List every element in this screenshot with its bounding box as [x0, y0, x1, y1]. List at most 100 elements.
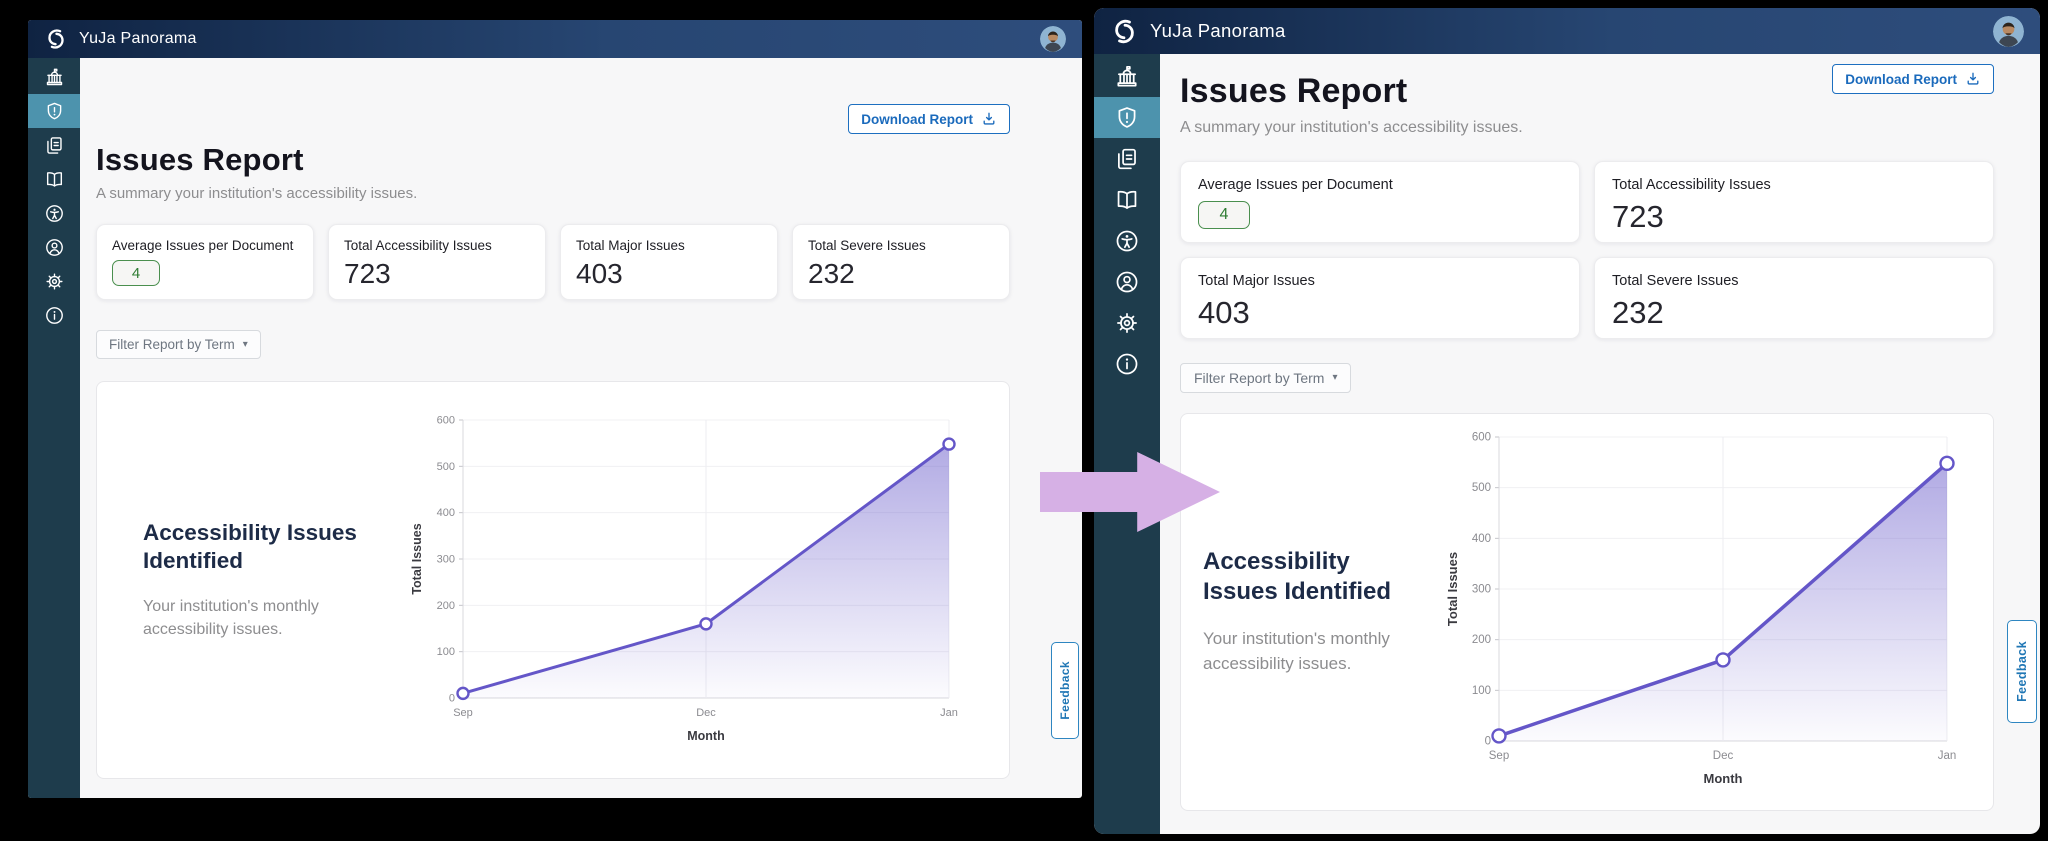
accessibility-icon — [44, 203, 65, 224]
account-icon — [1114, 269, 1140, 295]
download-report-label: Download Report — [1845, 71, 1957, 87]
feedback-tab[interactable]: Feedback — [2007, 620, 2037, 723]
sidebar-item-courses-book[interactable] — [1094, 179, 1160, 220]
documents-icon — [44, 135, 65, 156]
panel-body: Download Report Issues Report A summary … — [1094, 54, 2040, 834]
chart-card: Accessibility Issues Identified Your ins… — [1180, 413, 1994, 811]
sidebar-item-institution[interactable] — [28, 60, 80, 94]
chart-description: Your institution's monthly accessibility… — [1203, 629, 1390, 673]
stat-card: Total Major Issues 403 — [1180, 257, 1580, 339]
svg-text:Jan: Jan — [1938, 750, 1957, 762]
svg-text:0: 0 — [449, 693, 455, 705]
filter-report-button[interactable]: Filter Report by Term ▾ — [1180, 363, 1352, 393]
sidebar-item-courses-book[interactable] — [28, 162, 80, 196]
app-header: YuJa Panorama — [1094, 8, 2040, 54]
svg-text:300: 300 — [1472, 584, 1491, 596]
filter-report-button[interactable]: Filter Report by Term ▾ — [96, 330, 261, 359]
svg-text:Dec: Dec — [696, 707, 716, 719]
svg-text:Sep: Sep — [453, 707, 473, 719]
issues-shield-icon — [1114, 105, 1140, 131]
app-window: YuJa Panorama Download Report — [28, 20, 1082, 798]
sidebar-item-accessibility[interactable] — [28, 196, 80, 230]
page-subtitle: A summary your institution's accessibili… — [96, 185, 418, 202]
sidebar-item-info[interactable] — [28, 298, 80, 332]
svg-text:Sep: Sep — [1489, 750, 1509, 762]
sidebar-item-info[interactable] — [1094, 343, 1160, 384]
stat-value: 723 — [344, 258, 391, 289]
main-content: Download Report Issues Report A summary … — [80, 58, 1082, 798]
sidebar-item-account[interactable] — [28, 230, 80, 264]
feedback-label: Feedback — [2015, 641, 2029, 702]
sidebar-item-accessibility[interactable] — [1094, 220, 1160, 261]
stat-label: Average Issues per Document — [112, 238, 294, 253]
info-icon — [1114, 351, 1140, 377]
stat-label: Average Issues per Document — [1198, 177, 1393, 193]
svg-text:Dec: Dec — [1713, 750, 1734, 762]
stat-value: 403 — [1198, 295, 1250, 330]
documents-icon — [1114, 146, 1140, 172]
sidebar-item-issues-shield[interactable] — [28, 94, 80, 128]
stat-card: Total Severe Issues 232 — [1594, 257, 1994, 339]
svg-text:400: 400 — [437, 507, 455, 519]
page-title: Issues Report — [96, 142, 304, 177]
issues-shield-icon — [44, 101, 65, 122]
stat-label: Total Major Issues — [576, 238, 685, 253]
user-avatar[interactable] — [1993, 15, 2024, 47]
account-icon — [44, 237, 65, 258]
chart-heading: Accessibility Issues Identified — [143, 519, 357, 573]
main-content: Download Report Issues Report A summary … — [1160, 54, 2040, 834]
settings-icon — [1114, 310, 1140, 336]
chart-description: Your institution's monthly accessibility… — [143, 597, 319, 639]
sidebar-item-settings[interactable] — [1094, 302, 1160, 343]
institution-icon — [44, 67, 65, 88]
svg-text:300: 300 — [437, 554, 455, 566]
stat-label: Total Accessibility Issues — [344, 238, 492, 253]
chevron-down-icon: ▾ — [1332, 372, 1338, 383]
stat-card: Total Major Issues 403 — [560, 224, 778, 300]
app-header: YuJa Panorama — [28, 20, 1082, 58]
stat-card: Total Accessibility Issues 723 — [1594, 161, 1994, 243]
chart-text-block: Accessibility Issues Identified Your ins… — [97, 519, 365, 642]
svg-text:100: 100 — [1472, 685, 1491, 697]
stat-value: 232 — [1612, 295, 1664, 330]
sidebar-item-account[interactable] — [1094, 261, 1160, 302]
svg-text:Month: Month — [1704, 771, 1743, 786]
sidebar-item-issues-shield[interactable] — [1094, 97, 1160, 138]
sidebar-item-documents[interactable] — [28, 128, 80, 162]
stat-label: Total Major Issues — [1198, 273, 1315, 289]
stat-cards: Average Issues per Document 4 Total Access… — [1180, 161, 1994, 339]
feedback-tab[interactable]: Feedback — [1051, 642, 1079, 739]
issues-line-chart: 0 100 200 300 400 500 600 Sep Dec Jan Total Issues… — [365, 406, 1009, 754]
svg-text:Jan: Jan — [940, 707, 958, 719]
svg-text:Total Issues: Total Issues — [1445, 552, 1460, 626]
stat-label: Total Severe Issues — [808, 238, 926, 253]
download-report-button[interactable]: Download Report — [848, 104, 1010, 134]
courses-book-icon — [1114, 187, 1140, 213]
stat-label: Total Accessibility Issues — [1612, 177, 1771, 193]
download-report-button[interactable]: Download Report — [1832, 64, 1994, 94]
download-icon — [1967, 72, 1979, 85]
svg-text:100: 100 — [437, 646, 455, 658]
svg-text:400: 400 — [1472, 533, 1491, 545]
issues-line-chart: 0 100 200 300 400 500 600 Sep Dec Jan Total Issues… — [1413, 423, 1993, 801]
download-icon — [983, 112, 995, 125]
svg-text:600: 600 — [437, 415, 455, 427]
sidebar-item-institution[interactable] — [1094, 56, 1160, 97]
app-title: YuJa Panorama — [1150, 20, 1286, 41]
sidebar — [1094, 54, 1160, 834]
stat-card: Total Severe Issues 232 — [792, 224, 1010, 300]
svg-text:200: 200 — [1472, 634, 1491, 646]
sidebar-item-documents[interactable] — [1094, 138, 1160, 179]
svg-text:500: 500 — [1472, 482, 1491, 494]
sidebar-item-settings[interactable] — [28, 264, 80, 298]
yuja-logo-icon — [44, 27, 68, 51]
app-title: YuJa Panorama — [79, 30, 197, 47]
stat-value: 4 — [1198, 201, 1250, 229]
filter-report-label: Filter Report by Term — [109, 337, 235, 352]
panel-body: Download Report Issues Report A summary … — [28, 58, 1082, 798]
user-avatar[interactable] — [1040, 26, 1066, 52]
settings-icon — [44, 271, 65, 292]
stat-value: 723 — [1612, 199, 1664, 234]
info-icon — [44, 305, 65, 326]
stat-value: 4 — [112, 260, 160, 286]
